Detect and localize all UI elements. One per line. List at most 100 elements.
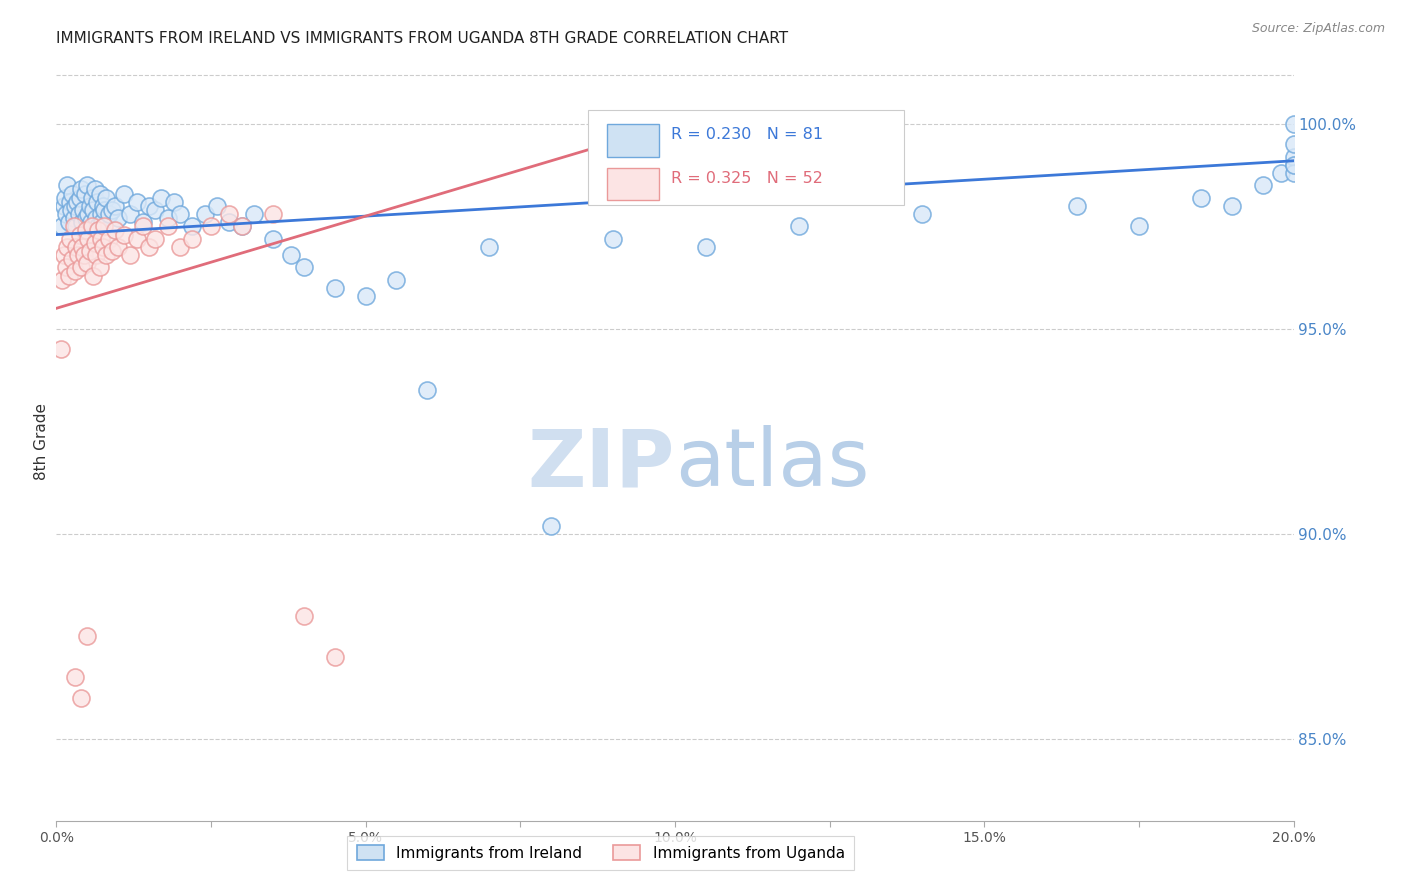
FancyBboxPatch shape [607, 124, 659, 157]
Text: ZIP: ZIP [527, 425, 675, 503]
Point [89, 260, 111, 275]
Point [83, 182, 105, 196]
Point [63, 264, 86, 278]
Point [181, 219, 204, 234]
Point [911, 207, 934, 221]
FancyBboxPatch shape [588, 111, 904, 205]
Point [52, 248, 75, 262]
Point [80, 215, 103, 229]
Point [1270, 166, 1292, 180]
Point [292, 608, 315, 623]
Point [292, 260, 315, 275]
Point [63, 199, 86, 213]
Point [86, 248, 108, 262]
Point [60, 186, 83, 201]
Point [70, 690, 93, 705]
Point [138, 199, 160, 213]
Point [82, 268, 104, 283]
Point [58, 268, 80, 283]
Point [89, 186, 111, 201]
Point [94, 191, 117, 205]
Point [90, 207, 112, 221]
Point [91, 199, 114, 213]
Point [1128, 219, 1150, 234]
Point [55, 207, 77, 221]
Point [97, 207, 120, 221]
Point [280, 248, 302, 262]
Point [59, 194, 82, 209]
Point [1282, 158, 1305, 172]
Text: atlas: atlas [675, 425, 869, 503]
Point [58, 215, 80, 229]
FancyBboxPatch shape [607, 168, 659, 200]
Point [90, 232, 112, 246]
Point [53, 191, 76, 205]
Point [77, 207, 100, 221]
Point [169, 240, 191, 254]
Point [169, 207, 191, 221]
Point [70, 260, 93, 275]
Point [205, 199, 228, 213]
Point [143, 232, 166, 246]
Point [156, 219, 179, 234]
Point [125, 194, 148, 209]
Point [101, 244, 124, 258]
Point [125, 232, 148, 246]
Point [51, 219, 73, 234]
Point [104, 223, 127, 237]
Point [132, 215, 155, 229]
Point [540, 518, 562, 533]
Point [112, 186, 135, 201]
Point [262, 232, 284, 246]
Text: R = 0.230   N = 81: R = 0.230 N = 81 [671, 128, 824, 142]
Point [56, 240, 79, 254]
Point [787, 219, 810, 234]
Point [72, 202, 94, 217]
Point [602, 232, 624, 246]
Point [120, 207, 142, 221]
Point [51, 343, 73, 357]
Point [82, 191, 104, 205]
Point [1251, 178, 1274, 193]
Point [695, 240, 717, 254]
Point [69, 227, 91, 242]
Point [107, 211, 129, 226]
Point [93, 219, 115, 234]
Point [97, 232, 120, 246]
Point [73, 186, 96, 201]
Point [112, 227, 135, 242]
Text: IMMIGRANTS FROM IRELAND VS IMMIGRANTS FROM UGANDA 8TH GRADE CORRELATION CHART: IMMIGRANTS FROM IRELAND VS IMMIGRANTS FR… [56, 31, 789, 46]
Point [62, 211, 84, 226]
Point [51, 273, 73, 287]
Point [83, 235, 105, 250]
Point [60, 202, 83, 217]
Point [218, 207, 240, 221]
Point [84, 211, 107, 226]
Point [94, 248, 117, 262]
Point [91, 240, 114, 254]
Point [478, 240, 501, 254]
Point [1282, 150, 1305, 164]
Point [1282, 166, 1305, 180]
Point [231, 219, 253, 234]
Point [156, 211, 179, 226]
Point [70, 240, 93, 254]
Point [66, 248, 89, 262]
Point [120, 248, 142, 262]
Point [91, 215, 114, 229]
Point [87, 223, 110, 237]
Point [59, 232, 82, 246]
Point [93, 202, 115, 217]
Point [1189, 191, 1212, 205]
Point [70, 182, 93, 196]
Point [323, 281, 346, 295]
Point [87, 219, 110, 234]
Point [76, 256, 98, 270]
Point [385, 273, 408, 287]
Text: Source: ZipAtlas.com: Source: ZipAtlas.com [1251, 22, 1385, 36]
Point [63, 670, 86, 684]
Point [86, 194, 108, 209]
Point [1282, 158, 1305, 172]
Point [163, 194, 186, 209]
Point [323, 649, 346, 664]
